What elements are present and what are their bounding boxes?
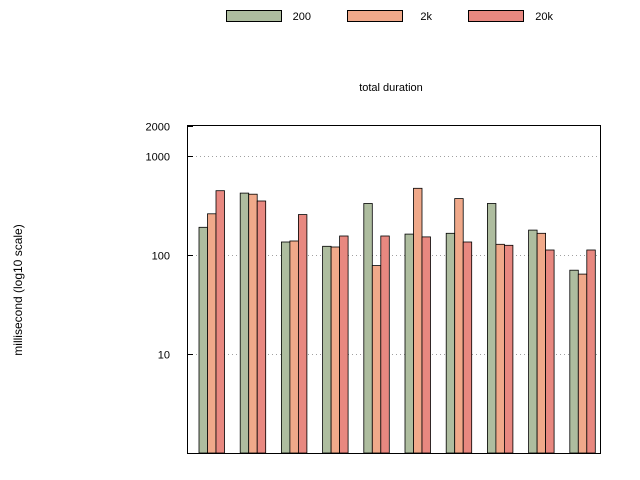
y-tick-label: 10 <box>158 350 170 362</box>
bar-200-group-9 <box>528 229 538 454</box>
y-tick-label: 1000 <box>146 152 170 164</box>
y-tick-label: 2000 <box>146 122 170 134</box>
bar-200-group-2 <box>239 192 250 454</box>
legend-swatch-200 <box>226 10 282 22</box>
bar-2k-group-10 <box>577 273 588 454</box>
bar-20k-group-8 <box>503 244 514 454</box>
bar-2k-group-5 <box>371 265 382 454</box>
y-axis-ticks: 10 100 1000 2000 <box>146 122 193 362</box>
y-tick-label: 100 <box>152 251 170 263</box>
y-axis-label: millisecond (log10 scale) <box>11 224 25 355</box>
bar-2k-group-6 <box>413 187 423 454</box>
bar-200-group-4 <box>322 245 332 454</box>
legend-label-200: 200 <box>293 11 311 23</box>
bar-200-group-3 <box>280 241 291 454</box>
bar-200-group-1 <box>198 226 208 454</box>
bar-20k-group-2 <box>256 200 267 454</box>
bar-200-group-8 <box>486 203 497 454</box>
legend-label-20k: 20k <box>535 11 553 23</box>
bar-200-group-5 <box>363 203 373 454</box>
bar-200-group-10 <box>569 269 579 454</box>
bar-2k-group-2 <box>248 193 258 454</box>
bar-20k-group-1 <box>215 190 225 454</box>
bar-20k-group-10 <box>586 249 596 454</box>
legend: 200 2k 20k <box>226 10 553 23</box>
bar-2k-group-7 <box>454 198 464 454</box>
bar-2k-group-3 <box>289 240 299 454</box>
legend-swatch-20k <box>468 10 524 22</box>
bar-2k-group-8 <box>495 243 505 454</box>
bar-20k-group-5 <box>380 235 390 454</box>
bar-2k-group-1 <box>207 213 217 454</box>
chart-title: total duration <box>359 82 423 94</box>
bar-20k-group-6 <box>421 236 431 454</box>
bar-20k-group-3 <box>297 214 308 454</box>
bar-2k-group-9 <box>536 232 546 454</box>
bars <box>198 187 596 454</box>
plot-frame <box>187 125 601 454</box>
bar-2k-group-4 <box>330 246 341 454</box>
bar-20k-group-7 <box>462 241 473 454</box>
legend-label-2k: 2k <box>420 11 432 23</box>
bar-200-group-6 <box>404 233 414 454</box>
bar-20k-group-4 <box>339 235 349 454</box>
legend-swatch-2k <box>347 10 403 22</box>
bar-200-group-7 <box>445 232 456 454</box>
bar-20k-group-9 <box>545 249 555 454</box>
